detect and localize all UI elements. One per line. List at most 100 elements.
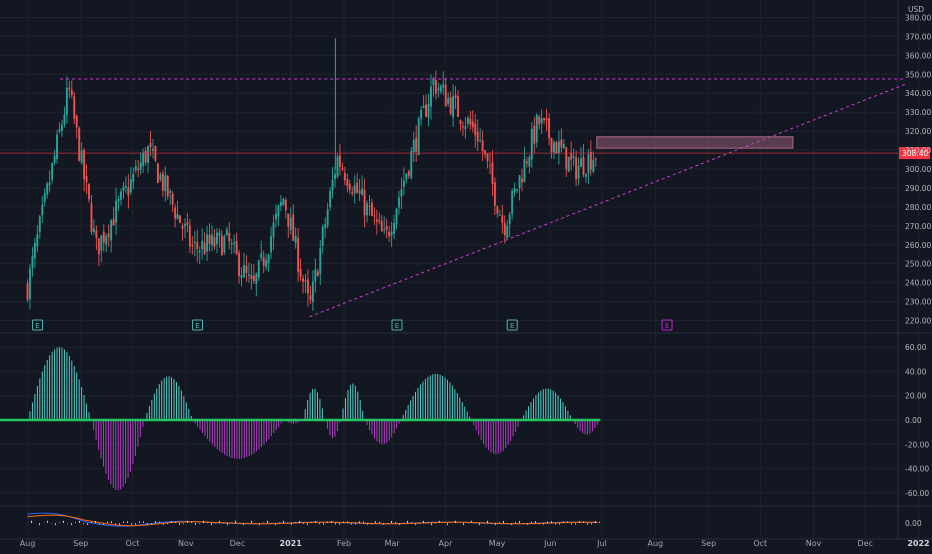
candle-down[interactable] <box>343 173 346 181</box>
candle-up[interactable] <box>53 155 56 163</box>
candle-down[interactable] <box>156 163 159 184</box>
candle-up[interactable] <box>393 222 396 234</box>
candle-down[interactable] <box>78 128 81 161</box>
candle-up[interactable] <box>65 87 68 116</box>
candle-up[interactable] <box>92 228 95 232</box>
candle-up[interactable] <box>164 175 167 192</box>
candle-down[interactable] <box>97 238 100 254</box>
candle-up[interactable] <box>38 216 41 232</box>
candle-up[interactable] <box>265 259 268 268</box>
candle-down[interactable] <box>90 203 93 232</box>
candle-down[interactable] <box>582 157 585 175</box>
candle-up[interactable] <box>41 204 44 216</box>
candle-up[interactable] <box>270 236 273 253</box>
candle-down[interactable] <box>262 256 265 266</box>
candle-down[interactable] <box>459 120 462 124</box>
candle-up[interactable] <box>528 156 531 167</box>
candle-up[interactable] <box>427 103 430 118</box>
candle-up[interactable] <box>511 190 514 214</box>
candle-up[interactable] <box>353 185 356 194</box>
candle-down[interactable] <box>338 155 341 167</box>
candle-down[interactable] <box>457 96 459 117</box>
candle-up[interactable] <box>289 217 292 231</box>
candle-down[interactable] <box>196 242 199 250</box>
candle-up[interactable] <box>530 128 533 160</box>
candle-up[interactable] <box>430 86 432 107</box>
candle-up[interactable] <box>324 224 327 229</box>
candle-up[interactable] <box>275 213 277 220</box>
candle-down[interactable] <box>469 118 472 125</box>
candle-down[interactable] <box>85 176 88 182</box>
candle-up[interactable] <box>36 234 39 247</box>
candle-down[interactable] <box>425 104 427 117</box>
candle-down[interactable] <box>543 117 546 120</box>
candle-down[interactable] <box>363 189 366 216</box>
candle-up[interactable] <box>567 156 570 172</box>
candle-down[interactable] <box>594 158 597 160</box>
candle-up[interactable] <box>506 225 509 239</box>
candle-up[interactable] <box>193 242 196 244</box>
candle-down[interactable] <box>188 225 191 247</box>
candle-down[interactable] <box>307 279 309 294</box>
candle-up[interactable] <box>553 142 555 153</box>
candle-down[interactable] <box>346 179 349 187</box>
candle-down[interactable] <box>252 275 255 282</box>
candle-down[interactable] <box>589 151 592 170</box>
candle-down[interactable] <box>444 84 447 107</box>
candle-down[interactable] <box>127 187 130 196</box>
candle-up[interactable] <box>51 162 54 180</box>
candle-down[interactable] <box>238 253 241 277</box>
candle-up[interactable] <box>557 141 560 154</box>
candle-up[interactable] <box>452 96 455 118</box>
candle-up[interactable] <box>447 98 450 104</box>
candle-down[interactable] <box>316 271 319 277</box>
candle-down[interactable] <box>375 219 378 222</box>
candle-down[interactable] <box>245 265 248 273</box>
candle-down[interactable] <box>250 275 253 279</box>
candle-up[interactable] <box>442 84 445 88</box>
candle-down[interactable] <box>555 142 558 154</box>
candle-down[interactable] <box>493 182 496 206</box>
earnings-marker[interactable] <box>391 319 403 331</box>
candle-up[interactable] <box>48 182 51 186</box>
candle-down[interactable] <box>496 206 499 214</box>
candle-up[interactable] <box>513 188 516 193</box>
candle-down[interactable] <box>575 157 578 180</box>
candle-up[interactable] <box>584 173 587 177</box>
candle-up[interactable] <box>124 185 127 188</box>
candle-up[interactable] <box>211 234 213 246</box>
candle-up[interactable] <box>361 188 364 195</box>
candle-down[interactable] <box>368 205 371 207</box>
candle-down[interactable] <box>161 173 164 191</box>
candle-down[interactable] <box>503 223 506 236</box>
price-zone-rect[interactable] <box>596 136 794 149</box>
candle-up[interactable] <box>319 248 322 274</box>
candle-up[interactable] <box>243 265 245 278</box>
candle-up[interactable] <box>218 232 221 236</box>
candle-down[interactable] <box>501 215 504 223</box>
candle-up[interactable] <box>405 173 408 180</box>
candle-up[interactable] <box>257 260 260 278</box>
candle-down[interactable] <box>88 183 90 200</box>
candle-up[interactable] <box>577 165 580 179</box>
candle-up[interactable] <box>398 197 400 208</box>
candle-down[interactable] <box>302 278 304 282</box>
candle-down[interactable] <box>550 137 553 152</box>
earnings-marker[interactable] <box>32 319 44 331</box>
candle-up[interactable] <box>247 274 250 276</box>
candle-down[interactable] <box>235 240 238 254</box>
candle-down[interactable] <box>545 118 548 121</box>
candle-up[interactable] <box>592 159 595 172</box>
earnings-marker[interactable] <box>191 319 203 331</box>
candle-down[interactable] <box>83 149 86 180</box>
candle-up[interactable] <box>215 232 218 245</box>
candle-up[interactable] <box>410 150 413 178</box>
candle-up[interactable] <box>267 254 270 264</box>
candle-up[interactable] <box>422 105 425 109</box>
candle-down[interactable] <box>388 231 391 237</box>
candle-up[interactable] <box>80 150 83 163</box>
candle-up[interactable] <box>383 229 386 231</box>
candle-down[interactable] <box>521 178 523 183</box>
candle-up[interactable] <box>233 242 236 244</box>
